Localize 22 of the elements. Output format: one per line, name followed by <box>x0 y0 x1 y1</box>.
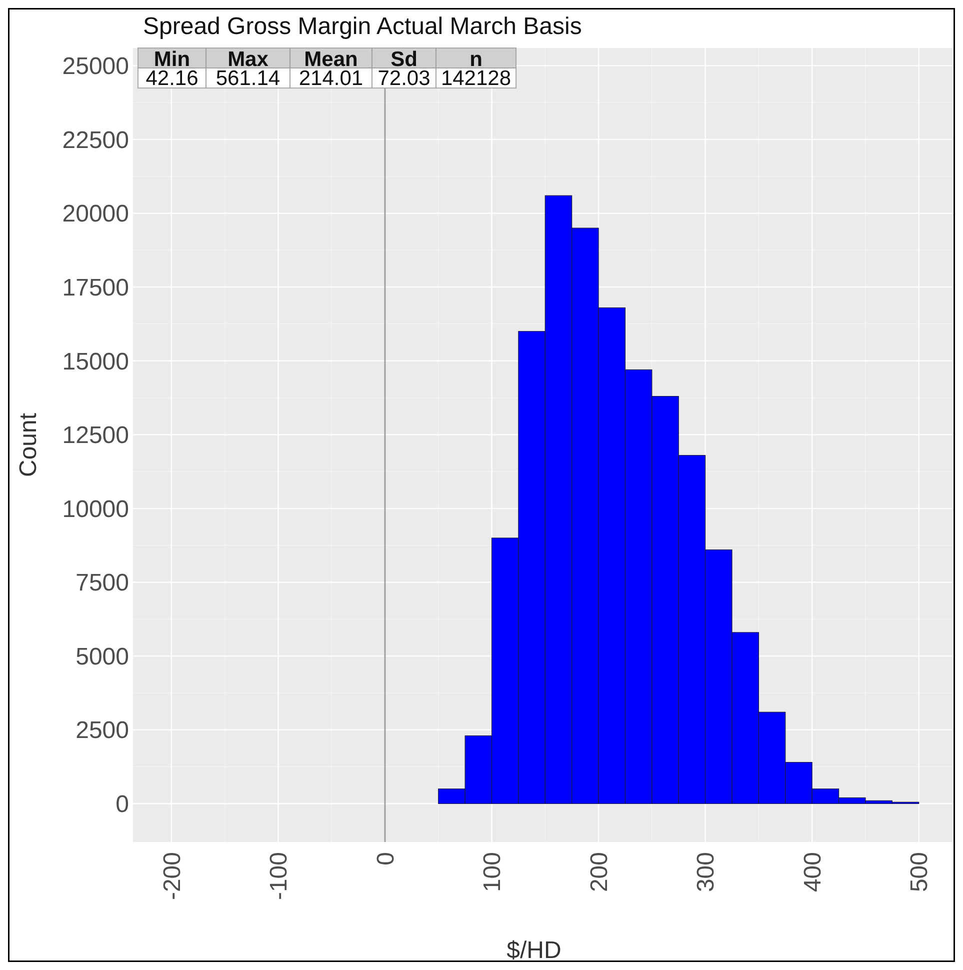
x-tick-label: 100 <box>479 852 506 892</box>
y-tick-label: 12500 <box>62 422 129 450</box>
y-tick-label: 0 <box>116 791 129 818</box>
chart-title: Spread Gross Margin Actual March Basis <box>143 13 582 40</box>
y-tick-label: 22500 <box>62 126 129 154</box>
x-axis-title: $/HD <box>506 937 562 964</box>
x-tick-label: 500 <box>906 852 934 892</box>
x-tick-label: 300 <box>692 852 720 892</box>
y-tick-label: 17500 <box>62 274 129 302</box>
x-tick-label: 400 <box>799 852 826 892</box>
y-axis-title: Count <box>15 412 42 478</box>
x-tick-label: -100 <box>266 852 293 900</box>
y-tick-label: 5000 <box>76 643 129 670</box>
x-tick-label: 200 <box>586 852 613 892</box>
y-tick-label: 25000 <box>62 53 129 80</box>
y-tick-label: 20000 <box>62 200 129 228</box>
y-tick-label: 7500 <box>76 570 129 597</box>
x-tick-label: 0 <box>372 852 400 866</box>
y-tick-label: 2500 <box>76 717 129 744</box>
y-tick-label: 10000 <box>62 496 129 523</box>
x-tick-label: -200 <box>158 852 186 900</box>
y-tick-label: 15000 <box>62 348 129 376</box>
